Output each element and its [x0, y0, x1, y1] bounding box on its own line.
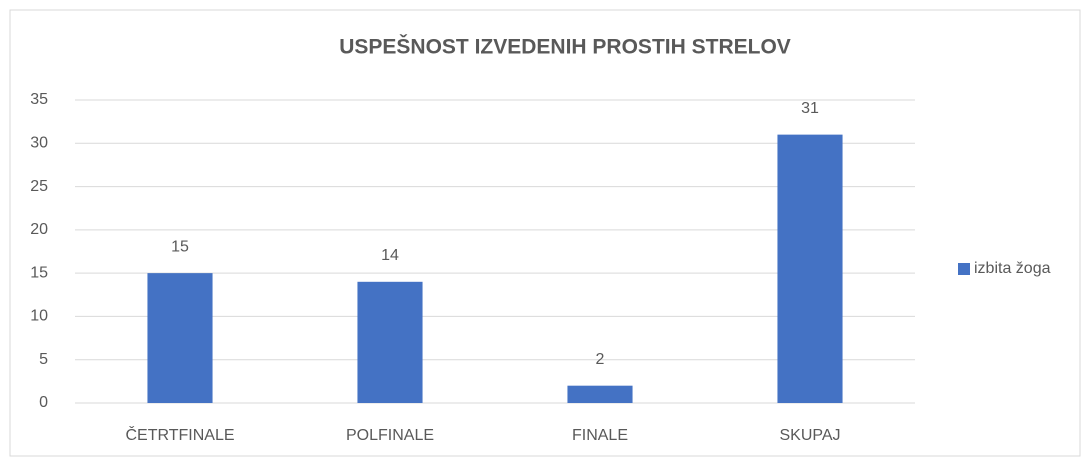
- y-tick-label: 20: [30, 221, 48, 238]
- bar: [357, 281, 423, 403]
- x-tick-label: ČETRTFINALE: [125, 425, 234, 444]
- data-label: 15: [171, 238, 189, 255]
- y-tick-label: 25: [30, 178, 48, 195]
- bar: [777, 134, 843, 403]
- y-tick-label: 0: [39, 394, 48, 411]
- x-tick-label: POLFINALE: [346, 427, 434, 444]
- data-label: 14: [381, 247, 399, 264]
- x-tick-label: SKUPAJ: [779, 427, 840, 444]
- legend-label: izbita žoga: [974, 260, 1051, 277]
- data-label: 31: [801, 100, 819, 117]
- y-tick-label: 30: [30, 135, 48, 152]
- y-tick-label: 5: [39, 351, 48, 368]
- legend-swatch: [958, 263, 970, 275]
- x-tick-label: FINALE: [572, 427, 628, 444]
- y-tick-label: 35: [30, 91, 48, 108]
- data-label: 2: [596, 351, 605, 368]
- bar: [147, 273, 213, 403]
- bar: [567, 385, 633, 403]
- chart-title: USPEŠNOST IZVEDENIH PROSTIH STRELOV: [339, 35, 791, 59]
- y-tick-label: 10: [30, 308, 48, 325]
- y-tick-label: 15: [30, 264, 48, 281]
